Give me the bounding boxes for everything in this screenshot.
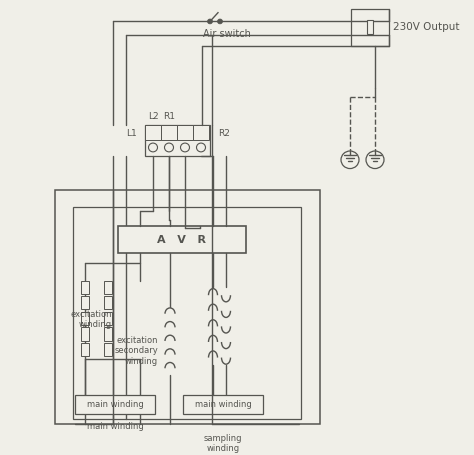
Text: 230V Output: 230V Output xyxy=(393,22,459,32)
Bar xyxy=(75,394,155,414)
Bar xyxy=(145,125,210,156)
Text: sampling
winding: sampling winding xyxy=(204,434,242,453)
Text: L2: L2 xyxy=(148,112,158,121)
Text: main winding: main winding xyxy=(195,400,251,409)
Text: main winding: main winding xyxy=(87,400,143,409)
Circle shape xyxy=(164,143,173,152)
Text: excitation
winding: excitation winding xyxy=(71,310,112,329)
Text: A   V   R: A V R xyxy=(157,235,207,245)
Text: main winding: main winding xyxy=(87,422,143,431)
Text: excitation
secondary
winding: excitation secondary winding xyxy=(114,336,158,366)
Bar xyxy=(104,327,112,341)
Bar xyxy=(183,394,263,414)
Bar xyxy=(73,207,301,419)
Bar xyxy=(81,327,89,341)
Circle shape xyxy=(366,151,384,168)
Bar xyxy=(351,9,389,46)
Bar xyxy=(177,125,193,140)
Circle shape xyxy=(197,143,206,152)
Bar xyxy=(104,281,112,294)
Bar xyxy=(104,312,112,325)
Text: Air switch: Air switch xyxy=(203,29,251,39)
Bar xyxy=(81,343,89,356)
Text: R1: R1 xyxy=(163,112,175,121)
Bar xyxy=(104,343,112,356)
Bar xyxy=(81,312,89,325)
Bar xyxy=(367,20,373,34)
Bar xyxy=(161,125,177,140)
Text: R2: R2 xyxy=(218,129,230,138)
Circle shape xyxy=(148,143,157,152)
Circle shape xyxy=(353,11,387,44)
Bar xyxy=(104,296,112,309)
Bar xyxy=(118,226,246,253)
Circle shape xyxy=(208,19,212,24)
Circle shape xyxy=(341,151,359,168)
Circle shape xyxy=(181,143,190,152)
Bar xyxy=(81,296,89,309)
Circle shape xyxy=(218,19,222,24)
Bar xyxy=(193,125,209,140)
Bar xyxy=(55,190,320,424)
Bar xyxy=(81,281,89,294)
Text: L1: L1 xyxy=(127,129,137,138)
Bar xyxy=(145,125,161,140)
